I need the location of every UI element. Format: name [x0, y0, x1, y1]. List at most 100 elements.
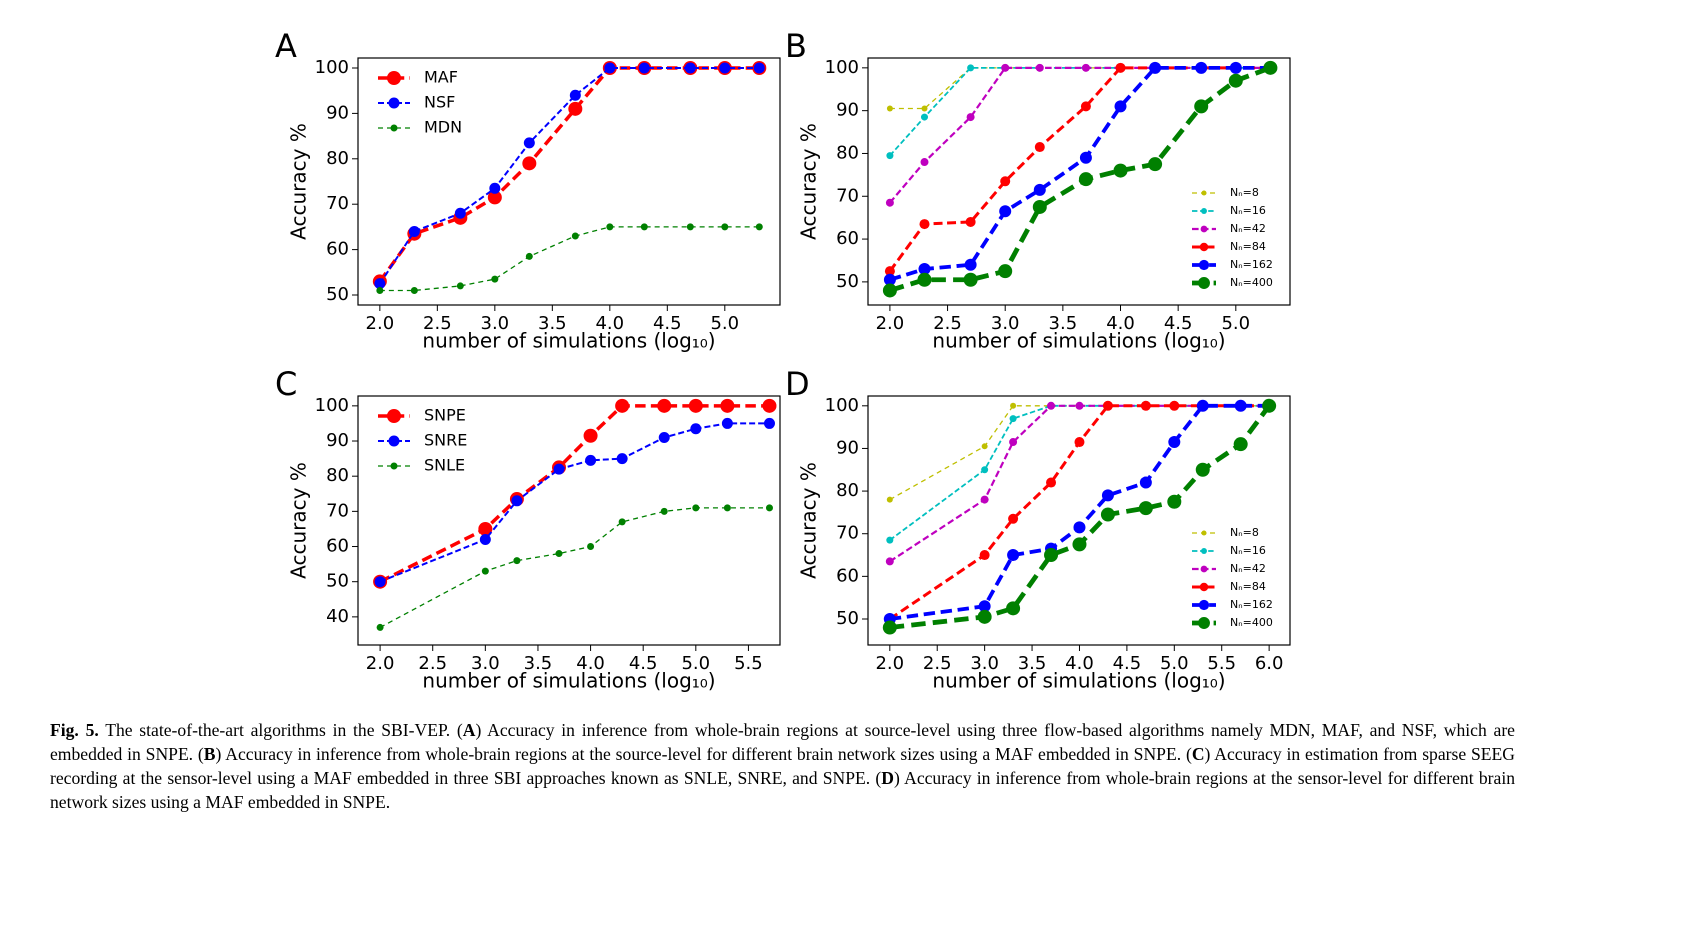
x-tick-label: 5.0	[1160, 653, 1189, 674]
data-point	[980, 495, 989, 504]
y-tick-label: 90	[326, 102, 349, 123]
legend-label: SNLE	[424, 456, 465, 475]
panel-label: C	[275, 365, 297, 403]
legend-marker	[1201, 530, 1207, 536]
caption-bold: A	[462, 720, 476, 740]
data-point	[918, 263, 931, 276]
data-point	[606, 223, 614, 231]
series-line	[379, 226, 760, 292]
y-tick-label: 90	[836, 437, 859, 458]
data-point	[1101, 489, 1114, 502]
data-point	[587, 543, 595, 551]
data-point	[513, 557, 521, 565]
data-point	[1195, 462, 1210, 477]
x-tick-label: 3.0	[970, 653, 999, 674]
data-point	[1000, 176, 1011, 187]
x-tick-label: 2.5	[418, 653, 447, 674]
series-line	[889, 405, 1270, 501]
series-line	[379, 422, 770, 583]
data-point	[690, 423, 702, 435]
legend-label: Nₙ=8	[1230, 186, 1259, 199]
y-tick-label: 100	[315, 57, 349, 78]
data-point	[1168, 436, 1181, 449]
data-point	[568, 101, 583, 116]
y-tick-label: 80	[836, 480, 859, 501]
y-tick-label: 80	[836, 142, 859, 163]
data-point	[1195, 61, 1208, 74]
caption-text: ) Accuracy in inference from whole-brain…	[215, 744, 1192, 764]
data-point	[374, 576, 386, 588]
data-point	[1006, 601, 1021, 616]
data-point	[1229, 61, 1242, 74]
data-point	[684, 62, 696, 74]
data-point	[1033, 183, 1046, 196]
data-point	[720, 398, 735, 413]
data-point	[523, 137, 535, 149]
x-tick-label: 4.0	[576, 653, 605, 674]
data-point	[1262, 398, 1277, 413]
data-point	[1148, 157, 1163, 172]
data-point	[1073, 521, 1086, 534]
data-point	[638, 62, 650, 74]
data-point	[1228, 73, 1243, 88]
x-tick-label: 2.5	[923, 653, 952, 674]
data-point	[762, 398, 777, 413]
caption-bold: C	[1191, 744, 1205, 764]
legend-marker	[1199, 242, 1209, 252]
data-point	[1079, 151, 1092, 164]
x-tick-label: 4.0	[1106, 313, 1135, 334]
x-tick-label: 3.0	[481, 313, 510, 334]
x-tick-label: 3.5	[524, 653, 553, 674]
data-point	[525, 252, 533, 260]
data-point	[583, 428, 598, 443]
x-tick-label: 5.0	[1221, 313, 1250, 334]
y-tick-label: 70	[326, 500, 349, 521]
x-tick-label: 3.5	[1049, 313, 1078, 334]
data-point	[1149, 61, 1162, 74]
y-tick-label: 50	[326, 571, 349, 592]
caption-text: ) Accuracy in inference from whole-brain…	[50, 720, 1515, 764]
series-line	[379, 507, 770, 628]
data-point	[886, 152, 894, 160]
data-point	[979, 550, 990, 561]
x-axis-label: number of simulations (log₁₀)	[932, 669, 1225, 693]
data-point	[1072, 537, 1087, 552]
x-tick-label: 3.0	[471, 653, 500, 674]
data-point	[585, 454, 597, 466]
legend-marker	[1199, 582, 1209, 592]
data-point	[885, 557, 894, 566]
y-tick-label: 100	[315, 395, 349, 416]
data-point	[618, 518, 626, 526]
y-tick-label: 90	[836, 100, 859, 121]
data-point	[765, 504, 773, 512]
legend-marker	[1198, 259, 1210, 271]
data-point	[1034, 142, 1045, 153]
legend-label: MAF	[424, 68, 458, 87]
data-point	[981, 466, 989, 474]
data-point	[919, 219, 930, 230]
legend-marker	[1201, 548, 1207, 554]
x-axis-label: number of simulations (log₁₀)	[932, 329, 1225, 353]
data-point	[882, 620, 897, 635]
caption-text: The state-of-the-art algorithms in the S…	[98, 720, 463, 740]
data-point	[478, 521, 493, 536]
x-tick-label: 3.5	[538, 313, 567, 334]
data-point	[1001, 63, 1010, 72]
data-point	[640, 223, 648, 231]
data-point	[721, 417, 733, 429]
y-tick-label: 70	[836, 185, 859, 206]
data-point	[1100, 507, 1115, 522]
x-tick-label: 6.0	[1255, 653, 1284, 674]
y-tick-label: 50	[326, 284, 349, 305]
data-point	[410, 286, 418, 294]
caption-bold: D	[881, 768, 894, 788]
plot-frame	[867, 57, 1291, 306]
x-tick-label: 4.5	[1164, 313, 1193, 334]
data-point	[978, 600, 991, 613]
data-point	[921, 105, 928, 112]
caption-text: ) Accuracy in inference from whole-brain…	[50, 768, 1516, 812]
caption: Fig. 5. The state-of-the-art algorithms …	[50, 718, 1515, 814]
x-tick-label: 4.5	[1113, 653, 1142, 674]
y-tick-label: 100	[825, 395, 859, 416]
x-tick-label: 4.0	[595, 313, 624, 334]
